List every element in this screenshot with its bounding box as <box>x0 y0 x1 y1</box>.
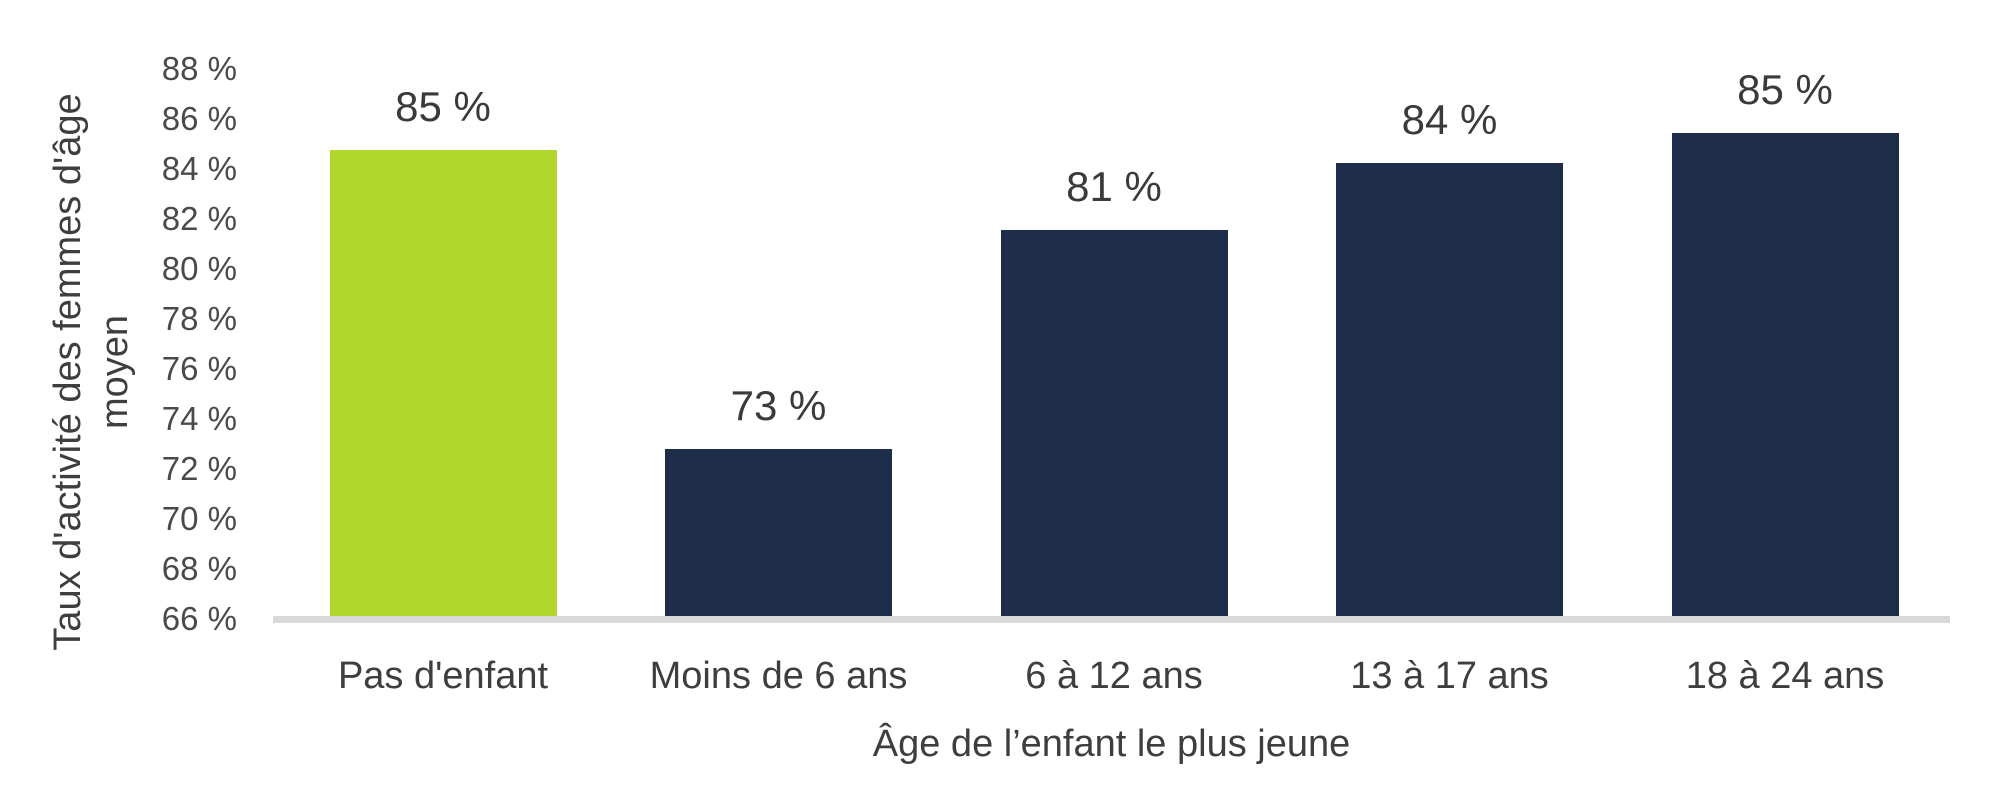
bar-value-label: 73 % <box>730 382 827 430</box>
y-tick-label: 84 % <box>161 149 237 187</box>
y-tick-label: 86 % <box>161 99 237 137</box>
bar-value-label: 85 % <box>395 83 491 131</box>
bar-value-label: 81 % <box>1066 163 1162 211</box>
y-tick-label: 66 % <box>161 599 237 637</box>
x-category-label: Pas d'enfant <box>337 655 549 697</box>
bar-value-label: 84 % <box>1401 95 1498 143</box>
y-tick-label: 76 % <box>161 349 237 387</box>
y-tick-label: 72 % <box>161 449 237 487</box>
bar-5 <box>1671 132 1899 616</box>
bar-2 <box>665 449 892 616</box>
x-category-label: 13 à 17 ans <box>1350 655 1549 697</box>
bar-4 <box>1336 162 1563 616</box>
y-axis-title-line1: Taux d'activité des femmes d'âge <box>47 93 89 651</box>
x-category-label: Moins de 6 ans <box>649 655 908 697</box>
y-tick-label: 88 % <box>161 49 237 87</box>
bar-value-label: 85 % <box>1737 65 1833 113</box>
y-tick-label: 80 % <box>161 249 237 287</box>
bar-1 <box>329 150 557 616</box>
y-tick-label: 68 % <box>161 549 237 587</box>
bar-3 <box>1000 230 1228 616</box>
y-tick-label: 78 % <box>161 299 237 337</box>
x-category-label: 18 à 24 ans <box>1685 655 1885 697</box>
x-axis-title: Âge de l’enfant le plus jeune <box>872 723 1351 765</box>
x-axis-line <box>273 616 1950 623</box>
y-tick-label: 70 % <box>161 499 237 537</box>
x-category-label: 6 à 12 ans <box>1025 655 1203 697</box>
y-tick-label: 74 % <box>161 399 237 437</box>
y-tick-label: 82 % <box>161 199 237 237</box>
